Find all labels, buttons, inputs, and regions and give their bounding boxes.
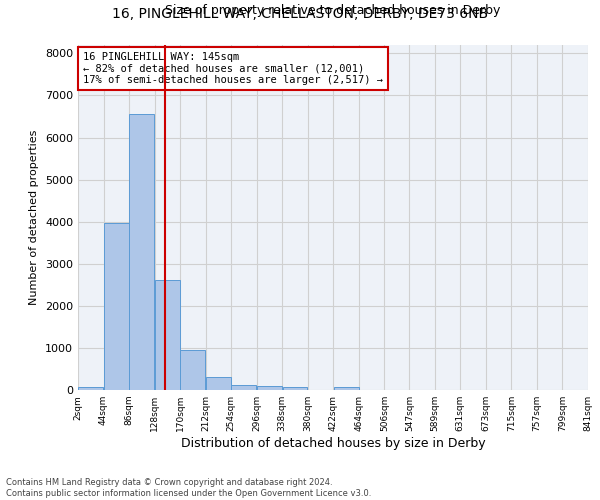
Bar [206, 376, 231, 390]
Bar [130, 114, 154, 390]
Y-axis label: Number of detached properties: Number of detached properties [29, 130, 40, 305]
Bar [155, 280, 180, 390]
Bar [104, 222, 129, 390]
X-axis label: Distribution of detached houses by size in Derby: Distribution of detached houses by size … [181, 437, 485, 450]
Bar [257, 386, 282, 390]
Text: Contains HM Land Registry data © Crown copyright and database right 2024.
Contai: Contains HM Land Registry data © Crown c… [6, 478, 371, 498]
Bar [181, 350, 205, 390]
Bar [283, 387, 307, 390]
Text: 16 PINGLEHILL WAY: 145sqm
← 82% of detached houses are smaller (12,001)
17% of s: 16 PINGLEHILL WAY: 145sqm ← 82% of detac… [83, 52, 383, 85]
Bar [79, 387, 103, 390]
Bar [334, 387, 359, 390]
Text: 16, PINGLEHILL WAY, CHELLASTON, DERBY, DE73 6NB: 16, PINGLEHILL WAY, CHELLASTON, DERBY, D… [112, 8, 488, 22]
Bar [232, 384, 256, 390]
Title: Size of property relative to detached houses in Derby: Size of property relative to detached ho… [166, 4, 500, 18]
